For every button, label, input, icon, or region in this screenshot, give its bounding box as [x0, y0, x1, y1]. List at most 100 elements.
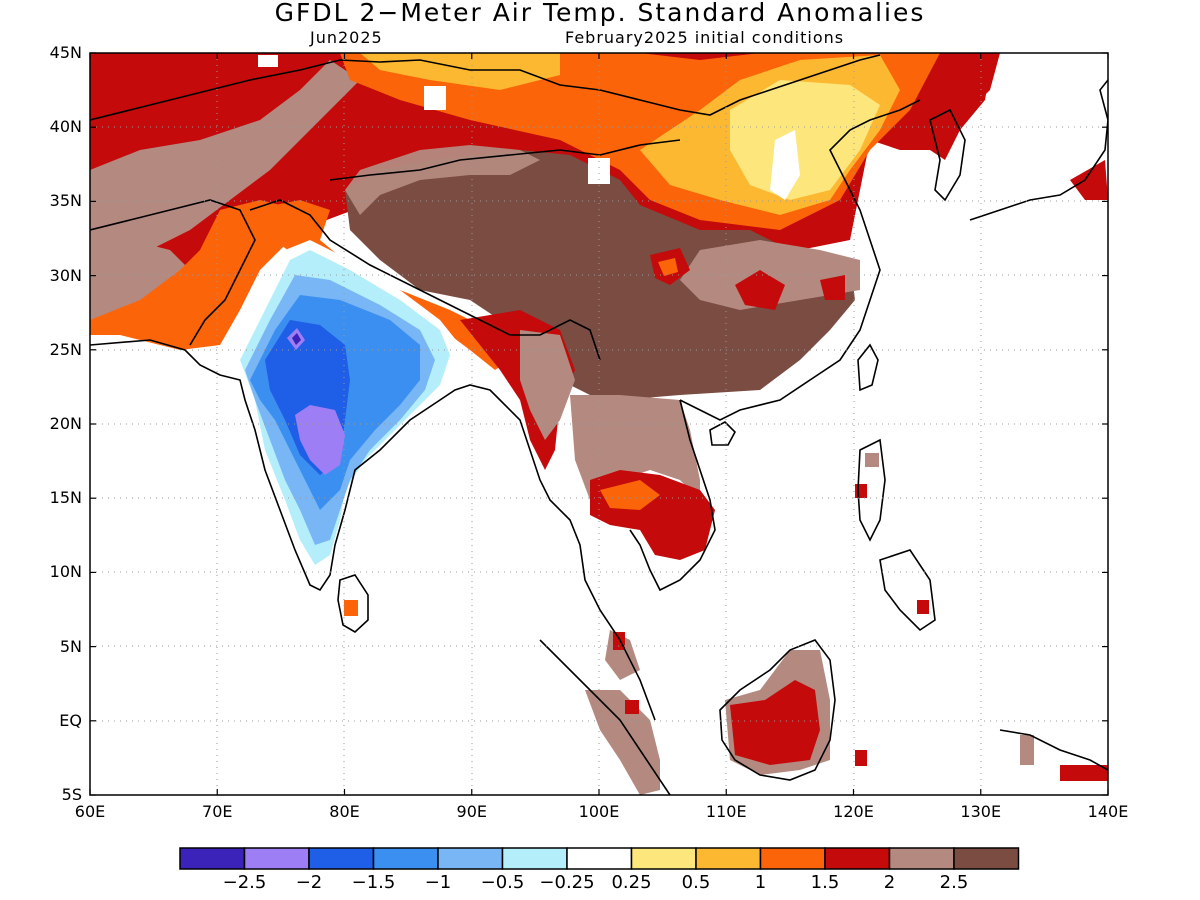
anomaly-region-west-brown [90, 60, 360, 270]
colorbar-label: 1.5 [810, 872, 840, 893]
lon-label: 130E [960, 802, 1002, 821]
anomaly-region-sumatra-brown [585, 690, 660, 795]
coastline-hainan [709, 421, 736, 446]
colorbar-label: 0.5 [681, 872, 711, 893]
lon-label: 60E [74, 802, 106, 821]
lat-label: 15N [49, 488, 82, 508]
colorbar-swatch [759, 847, 826, 870]
lon-label: 140E [1087, 802, 1129, 821]
colorbar-label: −2 [295, 872, 323, 893]
colorbar [179, 847, 1020, 870]
colorbar-label: −1 [424, 872, 452, 893]
colorbar-swatch [630, 847, 697, 870]
anomaly-region-mongolia-amber [360, 53, 560, 90]
colorbar-label: −2.5 [222, 872, 267, 893]
coastline-indochina [629, 399, 716, 592]
colorbar-swatch [501, 847, 568, 870]
anomaly-region-south-china-orange [658, 258, 678, 276]
colorbar-label: −0.25 [539, 872, 595, 893]
lat-label: 30N [49, 265, 82, 285]
colorbar-label: −1.5 [351, 872, 396, 893]
colorbar-swatch [243, 847, 310, 870]
lon-label: 90E [456, 802, 487, 821]
anomaly-region-luzon-brown [865, 453, 879, 467]
coastline-korea [929, 108, 966, 202]
anomaly-region-indochina-brown [570, 395, 700, 500]
colorbar-swatch [888, 847, 955, 870]
anomaly-region-luzon-red [855, 484, 867, 498]
anomaly-region-southeast-brown [680, 240, 860, 310]
coastline-sri-lanka [337, 574, 369, 633]
colorbar-label: 2.5 [939, 872, 969, 893]
coastline-japan [969, 79, 1108, 221]
anomaly-region-myanmar-brown [520, 330, 575, 440]
coastline-arabian-sea [90, 339, 656, 721]
border-himalaya [249, 199, 601, 361]
lat-label: 40N [49, 117, 82, 137]
lat-label: 20N [49, 414, 82, 433]
lat-label: 45N [49, 43, 82, 62]
border-china-mongolia [329, 139, 681, 181]
border-west [90, 199, 256, 346]
lat-label: 35N [49, 191, 82, 211]
lat-label: 5N [59, 636, 82, 656]
coastline-luzon [857, 438, 886, 542]
anomaly-region-south-china-red-1 [735, 270, 785, 310]
colorbar-label: 0.25 [611, 872, 652, 893]
anomaly-region-mindanao-red [917, 600, 929, 614]
anomaly-gap-west [258, 55, 278, 67]
colorbar-label: 1 [754, 872, 767, 893]
lon-label: 120E [833, 802, 874, 821]
graticule [90, 53, 1108, 795]
anomaly-region-japan [1070, 160, 1108, 200]
lon-label: 80E [329, 802, 360, 821]
anomaly-region-north-china-yellow [730, 80, 880, 200]
coastline-new-guinea [999, 729, 1108, 771]
anomaly-gap-gobi [588, 158, 610, 184]
colorbar-swatch [953, 847, 1020, 870]
anomaly-region-north-china-white [770, 130, 800, 200]
tick-marks [89, 52, 1109, 796]
colorbar-swatch [372, 847, 439, 870]
anomaly-region-new-guinea-red [1060, 765, 1108, 781]
colorbar-swatch [308, 847, 375, 870]
lon-label: 100E [578, 802, 620, 821]
anomaly-region-borneo-red [730, 680, 820, 765]
border-central-asia [90, 54, 881, 121]
anomaly-region-south-china-red-2 [820, 275, 845, 300]
anomaly-region-korea [930, 70, 990, 160]
colorbar-label: 2 [883, 872, 896, 893]
coastline-philippines-south [879, 549, 936, 632]
anomaly-region-tibet-brown-ring [345, 145, 540, 215]
anomaly-region-new-guinea-brown [1020, 735, 1034, 765]
lat-label: EQ [59, 710, 82, 730]
colorbar-swatch [695, 847, 762, 870]
anomaly-region-india-lavender [295, 405, 345, 475]
coastlines [90, 54, 1108, 795]
lat-label: 10N [49, 562, 82, 582]
anomaly-fields [90, 53, 1108, 795]
lat-label: 5S [61, 785, 82, 804]
map-title: GFDL 2−Meter Air Temp. Standard Anomalie… [274, 0, 926, 27]
anomaly-region-sumatra-red [625, 700, 639, 714]
anomaly-region-indochina-orange [600, 480, 660, 510]
lat-label: 25N [49, 339, 82, 359]
map-subtitle-month: Jun2025 [310, 28, 383, 47]
coastline-borneo [719, 639, 836, 781]
coastline-taiwan [857, 343, 879, 392]
anomaly-region-sri-lanka [344, 600, 358, 616]
colorbar-swatch [179, 847, 246, 870]
colorbar-swatch [566, 847, 633, 870]
anomaly-gap-mongolia [424, 86, 446, 110]
colorbar-label: −0.5 [480, 872, 525, 893]
anomaly-region-india-violet [292, 333, 301, 345]
map-subtitle-conditions: February2025 initial conditions [565, 28, 845, 47]
anomaly-region-sulawesi-red [855, 750, 867, 766]
coastline-sumatra [539, 639, 671, 795]
lon-label: 110E [705, 802, 747, 821]
colorbar-swatch [437, 847, 504, 870]
lon-label: 70E [202, 802, 233, 821]
colorbar-swatch [824, 847, 891, 870]
coastline-south-china-sea [679, 99, 921, 421]
